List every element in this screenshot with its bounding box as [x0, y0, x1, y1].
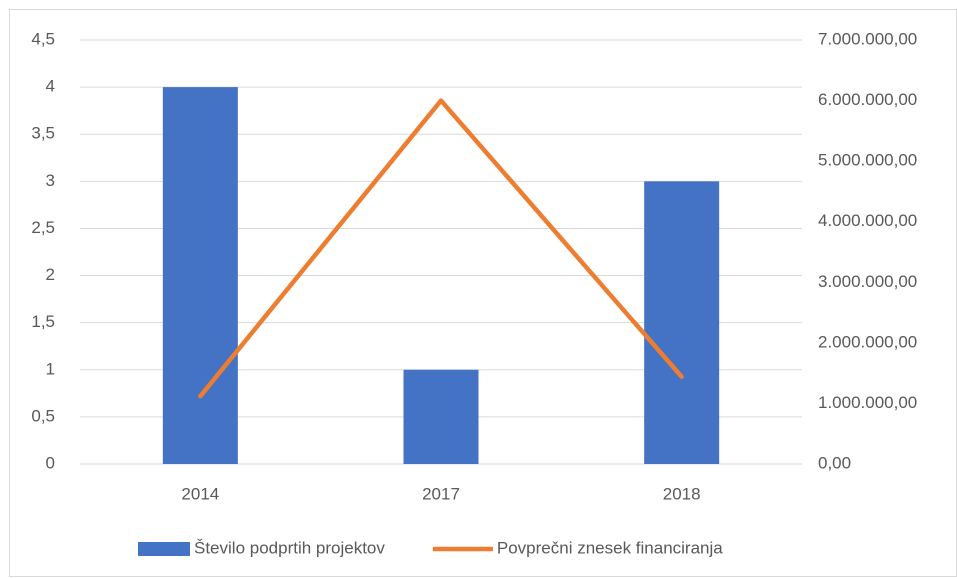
y-tick-label: 3,5: [31, 124, 55, 143]
line: [198, 98, 684, 399]
y-tick-label: 2: [46, 265, 55, 284]
y-tick-label: 4,5: [31, 29, 55, 48]
y2-tick-label: 4.000.000,00: [818, 211, 917, 230]
y-tick-label: 0: [46, 453, 55, 472]
x-tick-label: 2018: [663, 484, 701, 503]
y2-tick-label: 0,00: [818, 453, 851, 472]
legend-swatch: [138, 542, 190, 556]
chart-border: [9, 9, 957, 577]
y2-tick-label: 3.000.000,00: [818, 272, 917, 291]
bar: [644, 181, 720, 465]
legend-label: Povprečni znesek financiranja: [497, 538, 723, 557]
y2-tick-label: 7.000.000,00: [818, 29, 917, 48]
y2-tick-label: 2.000.000,00: [818, 332, 917, 351]
y-tick-label: 3: [46, 171, 55, 190]
y2-tick-label: 5.000.000,00: [818, 151, 917, 170]
y-tick-label: 1: [46, 359, 55, 378]
bar: [403, 369, 479, 464]
x-tick-label: 2017: [422, 484, 460, 503]
y2-tick-label: 6.000.000,00: [818, 90, 917, 109]
y2-tick-label: 1.000.000,00: [818, 393, 917, 412]
y-tick-label: 2,5: [31, 218, 55, 237]
y-tick-label: 4: [46, 77, 55, 96]
y-tick-label: 1,5: [31, 312, 55, 331]
x-tick-label: 2014: [181, 484, 219, 503]
y-tick-label: 0,5: [31, 406, 55, 425]
legend-label: Število podprtih projektov: [194, 538, 385, 557]
bar: [162, 87, 238, 464]
